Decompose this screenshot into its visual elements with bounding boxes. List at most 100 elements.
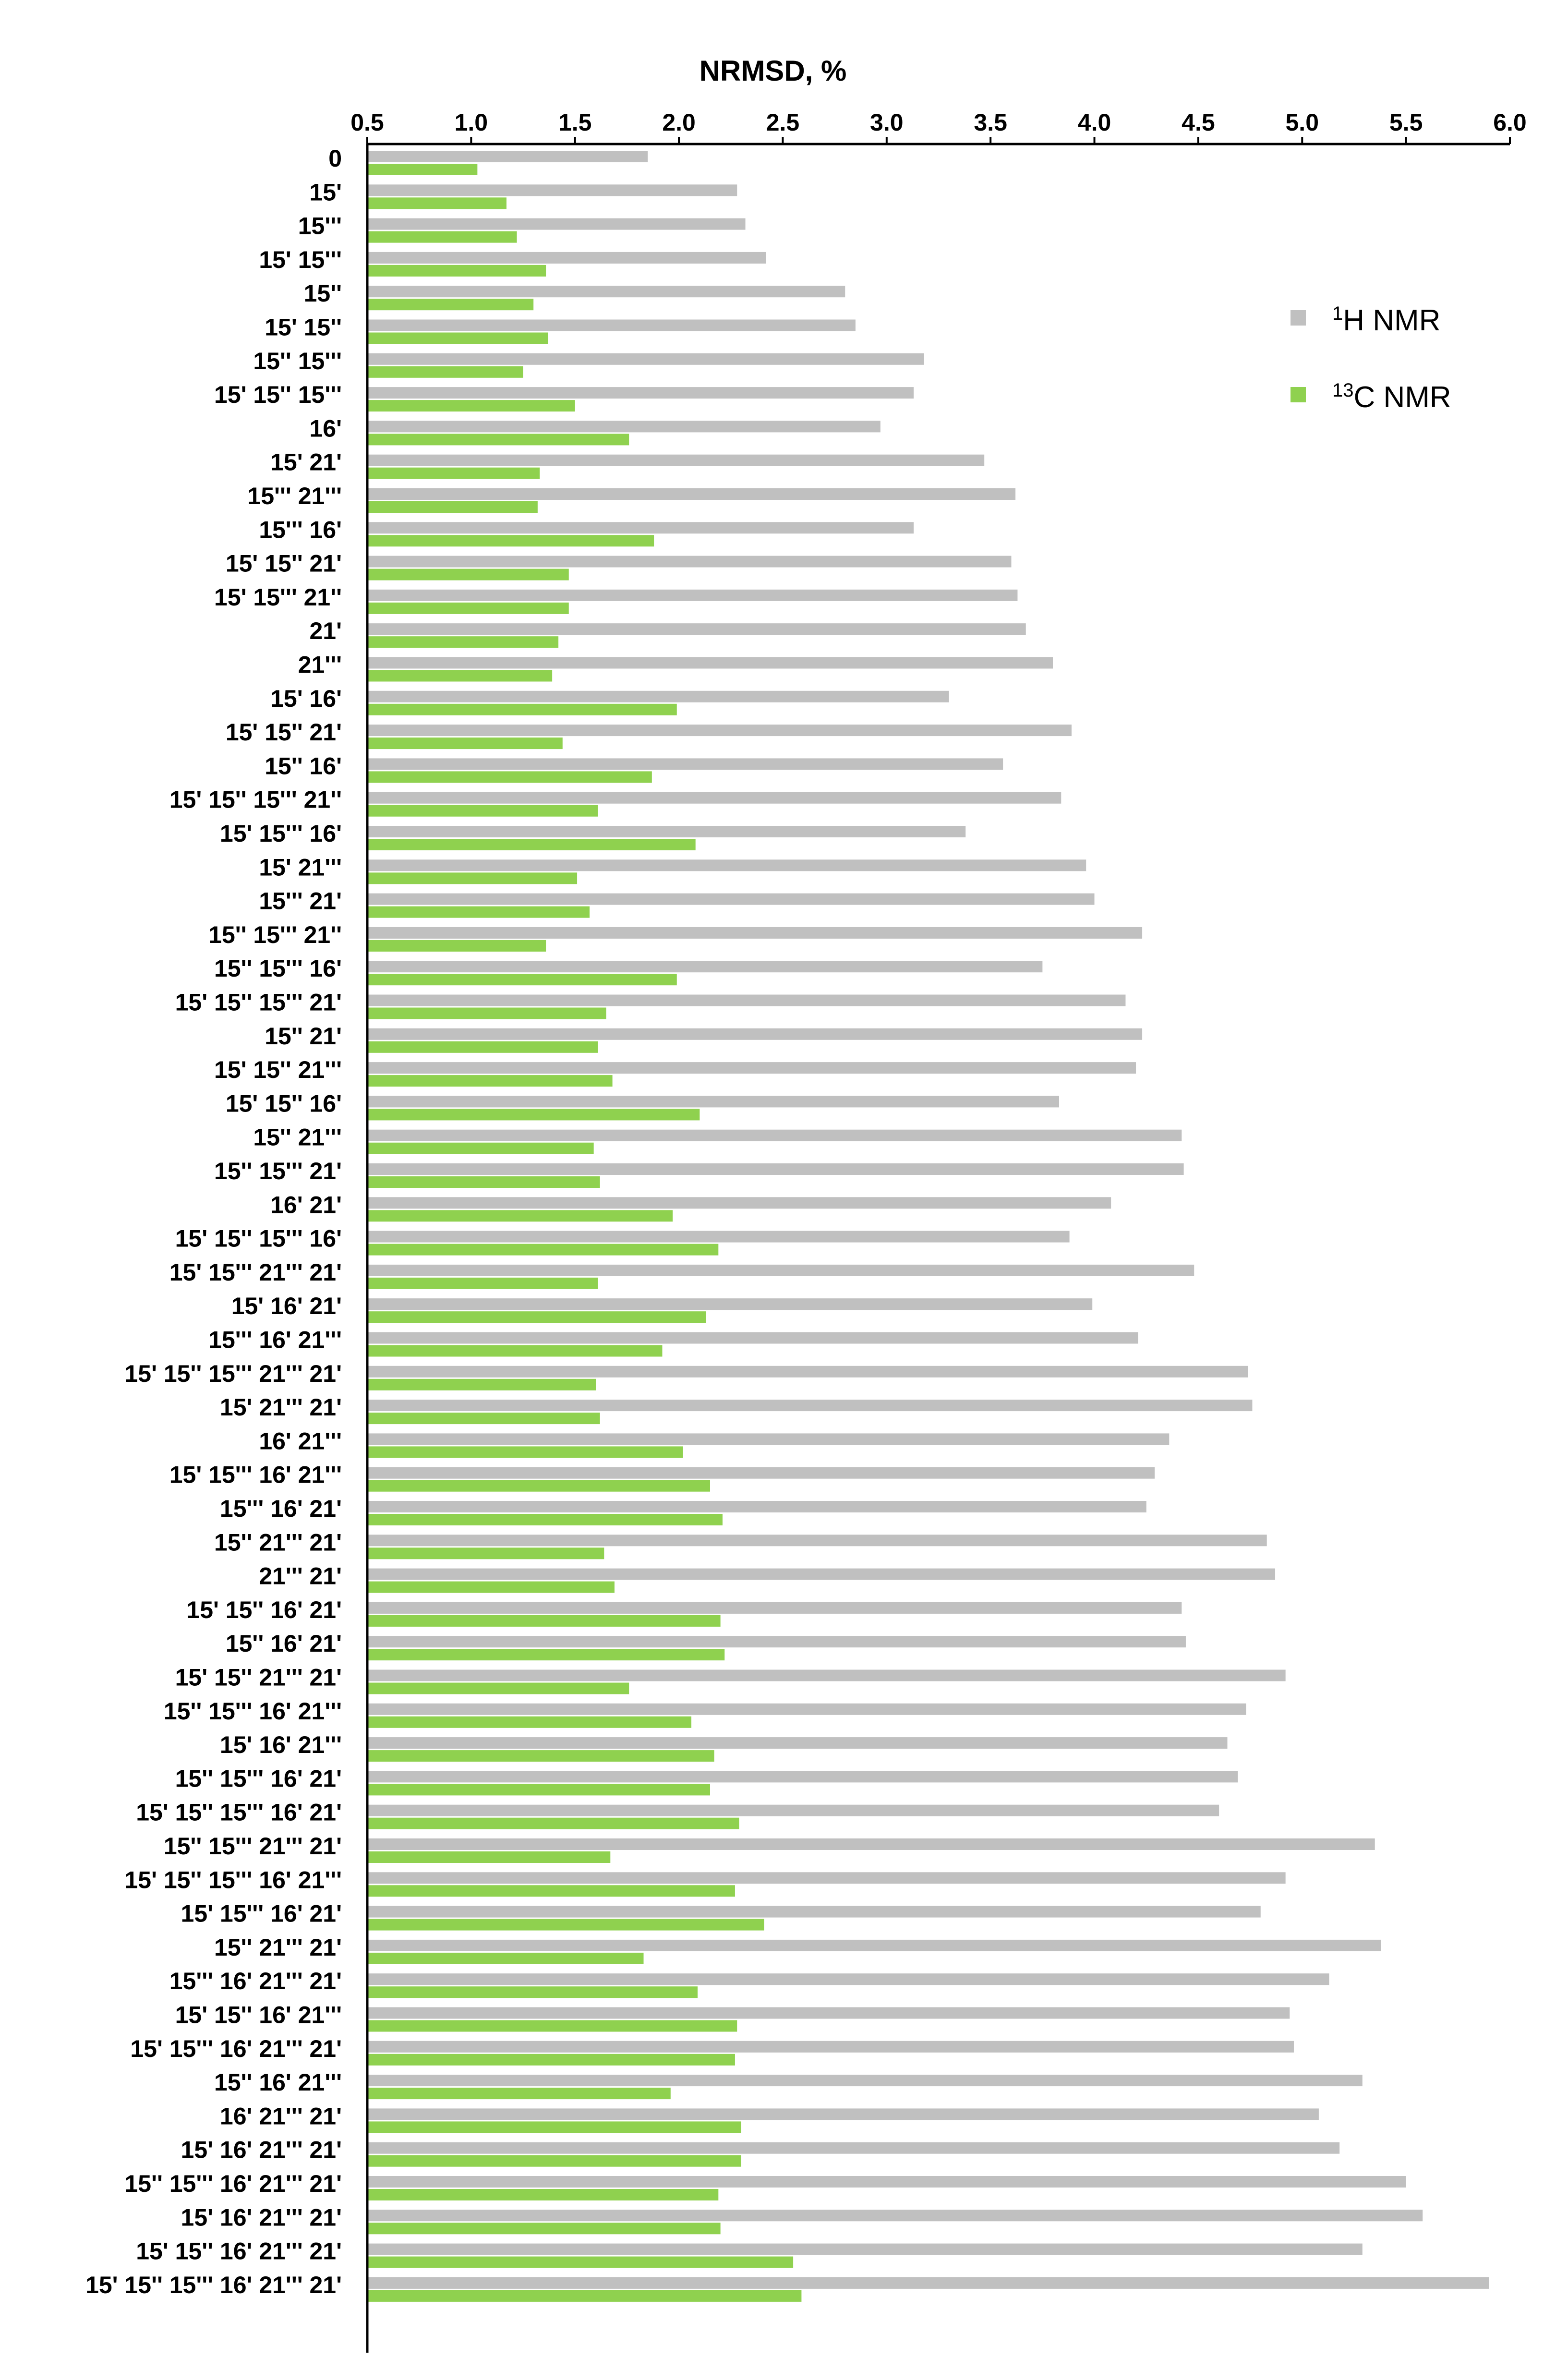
bar-13c-nmr: [367, 703, 677, 715]
x-tick-label: 1.0: [455, 109, 488, 136]
category-label: 15''' 21''': [248, 483, 342, 509]
bar-1h-nmr: [367, 1264, 1194, 1276]
x-tick-label: 4.0: [1078, 109, 1111, 136]
bar-1h-nmr: [367, 1028, 1143, 1040]
category-label: 15'' 15''' 16': [214, 955, 342, 982]
category-label: 15' 15'' 21''' 21': [175, 1664, 342, 1691]
category-label: 15''' 21': [259, 888, 342, 915]
bar-13c-nmr: [367, 1885, 735, 1897]
bar-13c-nmr: [367, 1649, 725, 1661]
category-label: 15'' 21''' 21': [214, 1934, 342, 1961]
category-label: 15' 15''' 16' 21''' 21': [130, 2035, 342, 2062]
bar-1h-nmr: [367, 994, 1126, 1006]
bar-1h-nmr: [367, 2108, 1319, 2120]
category-label: 15'' 21''' 21': [214, 1529, 342, 1556]
legend-swatch-1h-nmr: [1291, 310, 1306, 326]
bar-13c-nmr: [367, 434, 629, 446]
bar-13c-nmr: [367, 467, 540, 479]
bar-1h-nmr: [367, 657, 1053, 669]
legend: 1H NMR 13C NMR: [1291, 303, 1451, 414]
bar-13c-nmr: [367, 1109, 700, 1121]
bar-13c-nmr: [367, 265, 546, 277]
category-label: 15' 15'' 15''' 16' 21''' 21': [85, 2272, 342, 2298]
category-label: 15'' 15''' 21': [214, 1158, 342, 1184]
category-label: 15''' 16' 21''': [208, 1327, 342, 1354]
bar-13c-nmr: [367, 974, 677, 986]
bar-13c-nmr: [367, 1581, 615, 1593]
bar-1h-nmr: [367, 1939, 1381, 1951]
bar-13c-nmr: [367, 670, 553, 682]
x-tick-label: 1.5: [558, 109, 592, 136]
bar-13c-nmr: [367, 1244, 719, 1256]
bar-1h-nmr: [367, 387, 914, 399]
bar-13c-nmr: [367, 1176, 600, 1188]
bar-13c-nmr: [367, 1277, 598, 1289]
bar-1h-nmr: [367, 1062, 1136, 1074]
category-label: 16' 21''' 21': [220, 2103, 342, 2129]
x-tick-label: 0.5: [350, 109, 384, 136]
legend-label-1h-nmr: 1H NMR: [1332, 303, 1440, 337]
x-axis-title: NRMSD, %: [700, 55, 847, 87]
bar-1h-nmr: [367, 1973, 1329, 1985]
category-label: 15''': [298, 213, 342, 240]
bar-1h-nmr: [367, 1535, 1267, 1547]
bar-1h-nmr: [367, 1433, 1170, 1445]
bars: [367, 151, 1489, 2302]
bar-1h-nmr: [367, 1872, 1286, 1884]
bar-13c-nmr: [367, 501, 538, 513]
bar-1h-nmr: [367, 286, 845, 298]
x-tick-label: 3.5: [974, 109, 1007, 136]
x-axis-ticks: 0.5 1.0 1.5 2.0 2.5 3.0 3.5 4.0 4.5 5.0 5.5 6.0: [350, 109, 1527, 144]
bar-13c-nmr: [367, 197, 507, 209]
category-label: 15''' 16' 21''' 21': [169, 1968, 342, 1994]
category-label: 15'' 15''' 21'': [208, 921, 342, 948]
bar-13c-nmr: [367, 1413, 600, 1425]
bar-13c-nmr: [367, 1378, 596, 1390]
bar-1h-nmr: [367, 725, 1072, 737]
bar-13c-nmr: [367, 1311, 706, 1323]
bar-13c-nmr: [367, 1142, 594, 1154]
bar-1h-nmr: [367, 690, 949, 702]
bar-1h-nmr: [367, 1703, 1246, 1715]
category-label: 21''' 21': [259, 1563, 342, 1590]
bar-1h-nmr: [367, 1636, 1186, 1648]
category-label: 15'' 16' 21': [226, 1630, 342, 1657]
bar-1h-nmr: [367, 218, 746, 230]
bar-13c-nmr: [367, 1750, 714, 1762]
category-label: 15' 15''' 16': [220, 820, 342, 847]
category-label: 15' 15'' 16' 21''': [175, 2002, 342, 2029]
bar-1h-nmr: [367, 421, 880, 433]
x-tick-label: 2.0: [662, 109, 696, 136]
category-label: 15' 15'' 15''': [214, 381, 342, 408]
x-tick-label: 3.0: [870, 109, 904, 136]
bar-1h-nmr: [367, 1298, 1093, 1310]
category-label: 15' 15''' 21''' 21': [169, 1259, 342, 1286]
category-label: 21': [309, 617, 342, 644]
category-label: 15' 15'' 21''': [214, 1056, 342, 1083]
category-label: 15': [309, 179, 342, 205]
bar-13c-nmr: [367, 1007, 606, 1019]
category-label: 15' 16' 21''' 21': [181, 2204, 342, 2231]
category-label: 15' 15''' 21'': [214, 584, 342, 611]
bar-13c-nmr: [367, 1514, 723, 1525]
category-label: 15'' 15''' 21''' 21': [164, 1833, 342, 1860]
category-label: 15' 15'' 15''' 16' 21': [136, 1799, 342, 1826]
bar-1h-nmr: [367, 859, 1086, 871]
category-label: 15'' 21''': [253, 1124, 342, 1151]
category-label: 15' 15'' 21': [226, 719, 342, 746]
bar-1h-nmr: [367, 1838, 1375, 1850]
bar-13c-nmr: [367, 636, 559, 648]
bar-13c-nmr: [367, 906, 590, 918]
bar-13c-nmr: [367, 568, 569, 580]
bar-1h-nmr: [367, 1568, 1276, 1580]
category-label: 15' 16' 21''' 21': [181, 2137, 342, 2164]
bar-13c-nmr: [367, 1986, 698, 1998]
bar-1h-nmr: [367, 2176, 1406, 2188]
bar-13c-nmr: [367, 2223, 721, 2235]
category-label: 15' 21''' 21': [220, 1394, 342, 1421]
bar-1h-nmr: [367, 454, 985, 466]
bar-13c-nmr: [367, 1817, 739, 1829]
bar-1h-nmr: [367, 1332, 1138, 1344]
category-label: 16': [309, 415, 342, 442]
bar-1h-nmr: [367, 1366, 1248, 1378]
